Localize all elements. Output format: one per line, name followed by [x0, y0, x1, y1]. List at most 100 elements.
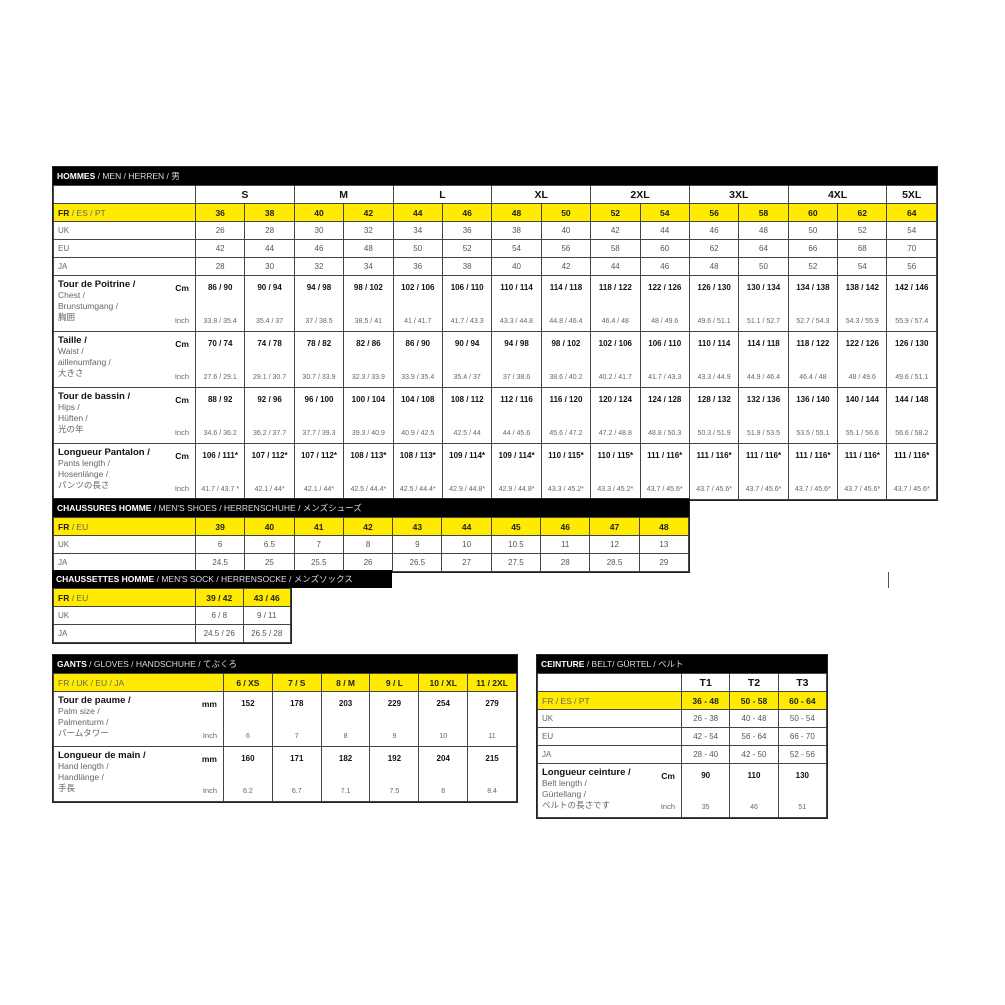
measure-inch-value: 7.1	[340, 788, 351, 795]
measure-primary-value: 90 / 94	[454, 339, 480, 348]
unit-inch: Inch	[202, 786, 217, 795]
fr-row: FR / ES / PT 36 - 48 50 - 58 60 - 64	[537, 691, 828, 710]
unit-inch: Inch	[660, 802, 675, 811]
size-cell: 42	[540, 257, 592, 276]
measure-primary-value: 136 / 140	[796, 395, 830, 404]
measure-translation: Belt length /	[542, 778, 587, 788]
row-label: JA	[53, 257, 196, 276]
measure-inch-value: 35.4 / 37	[453, 374, 481, 381]
size-cell: 52	[837, 221, 888, 240]
measure-cell: 102 / 106 40.2 / 41.7	[590, 331, 641, 388]
size-cell: 40 - 48	[729, 709, 779, 728]
measure-cell: 111 / 116* 43.7 / 45.6*	[787, 443, 839, 500]
size-cell: 40	[540, 221, 592, 240]
size-cell: 9 / 11	[242, 606, 291, 625]
fr-label-rest: / EU	[69, 592, 89, 603]
measure-inch-value: 42.1 / 44*	[303, 486, 334, 493]
measure-cell: 94 / 98 37 / 38.5	[293, 275, 345, 332]
measure-inch-value: 50.3 / 51.9	[697, 430, 731, 437]
unit-primary: Cm	[175, 283, 189, 293]
title-rest: / BELT/ GÜRTEL / ベルト	[584, 659, 684, 669]
blank-cell	[53, 185, 196, 204]
measure-primary-value: 108 / 112	[450, 395, 484, 404]
size-cell: 66	[787, 239, 839, 258]
measure-cell: 104 / 108 40.9 / 42.5	[392, 387, 443, 444]
measure-label: Longueur Pantalon / Pants length / Hosenlä…	[53, 443, 196, 500]
unit-primary: Cm	[175, 451, 189, 461]
size-cell: 44	[639, 221, 690, 240]
measure-cell: 114 / 118 44.8 / 46.4	[540, 275, 592, 332]
fr-size-cell: 60 - 64	[777, 691, 828, 710]
measure-primary-value: 111 / 116*	[844, 451, 880, 460]
measure-cell: 110 / 114 43.3 / 44.8	[491, 275, 542, 332]
measure-translation: パンツの長さ	[58, 480, 110, 490]
size-cell: 6.5	[244, 535, 295, 554]
fr-size-cell: 10 / XL	[418, 673, 469, 692]
fr-size-cell: 47	[589, 517, 640, 536]
measure-primary-value: 171	[290, 754, 304, 763]
measure-cell: 110 / 115* 43.3 / 45.2*	[540, 443, 592, 500]
measure-primary-value: 94 / 98	[504, 339, 529, 348]
fr-size-cell: 43	[392, 517, 443, 536]
measure-cell: 152 6	[223, 691, 273, 747]
measure-inch-value: 34.6 / 36.2	[203, 430, 237, 437]
measure-cell: 107 / 112* 42.1 / 44*	[293, 443, 345, 500]
measure-inch-value: 37.7 / 39.3	[302, 430, 336, 437]
blank-cell	[537, 673, 682, 692]
measure-cell: 122 / 126 48 / 49.6	[639, 275, 690, 332]
measure-primary-value: 114 / 118	[747, 339, 780, 348]
measure-inch-value: 53.5 / 55.1	[796, 430, 830, 437]
measure-translation: 光の年	[58, 424, 84, 434]
measure-primary-value: 126 / 130	[697, 283, 731, 292]
unit-inch: Inch	[174, 484, 189, 493]
size-row-uk: UK 26 - 38 40 - 48 50 - 54	[537, 709, 828, 728]
measure-cell: 192 7.5	[369, 746, 420, 802]
size-cell: 54	[837, 257, 888, 276]
measure-cell: 118 / 122 46.4 / 48	[787, 331, 839, 388]
size-cell: 6	[194, 535, 246, 554]
size-cell: 26.5	[392, 553, 443, 572]
measure-primary-value: 130 / 134	[746, 283, 781, 292]
size-cell: 48	[688, 257, 740, 276]
fr-size-cell: 36 - 48	[680, 691, 731, 710]
row-label: UK	[53, 606, 196, 625]
fr-size-cell: 39	[194, 517, 246, 536]
size-row-uk: UK 26 28 30 32 34 36 38 40 42 44 46 48 50 52 54	[53, 221, 937, 240]
measure-cell: 203 8	[320, 691, 371, 747]
measure-inch-value: 40.2 / 41.7	[598, 374, 632, 381]
measure-inch-value: 48 / 49.6	[848, 374, 876, 381]
measure-cell: 86 / 90 33.8 / 35.4	[194, 275, 246, 332]
fr-size-cell: 9 / L	[369, 673, 420, 692]
measure-primary-value: 111 / 116*	[745, 451, 782, 460]
fr-size-cell: 45	[490, 517, 542, 536]
size-cell: 36	[392, 257, 443, 276]
measure-cell: 122 / 126 48 / 49.6	[837, 331, 888, 388]
measure-primary-value: 109 / 114*	[498, 451, 535, 460]
measure-inch-value: 7.5	[389, 788, 400, 795]
measure-primary-value: 182	[338, 754, 353, 763]
measure-translation: Hips /	[58, 402, 80, 412]
size-cell: 48	[343, 239, 394, 258]
measure-cell: 78 / 82 30.7 / 33.9	[293, 331, 345, 388]
measure-inch-value: 51.9 / 53.5	[746, 430, 781, 437]
size-cell: 11	[540, 535, 591, 554]
measure-inch-value: 49.6 / 51.1	[697, 318, 731, 325]
measure-cell: 106 / 110 41.7 / 43.3	[441, 275, 493, 332]
measure-title: Tour de paume /	[58, 695, 131, 706]
size-header: T1	[680, 673, 731, 692]
measure-inch-value: 30.7 / 33.9	[302, 374, 336, 381]
measure-primary-value: 111 / 116*	[647, 451, 683, 460]
size-header: M	[293, 185, 394, 204]
size-cell: 50 - 54	[777, 709, 828, 728]
size-cell: 32	[293, 257, 345, 276]
fr-size-cell: 7 / S	[271, 673, 322, 692]
size-cell: 26.5 / 28	[242, 624, 291, 643]
measure-inch-value: 43.7 / 45.6*	[696, 486, 732, 493]
measure-translation: Hüften /	[58, 413, 88, 423]
measure-primary-value: 108 / 113*	[350, 451, 387, 460]
measure-inch-value: 8	[343, 733, 348, 740]
size-row-eu: EU 42 44 46 48 50 52 54 56 58 60 62 64 66 68 70	[53, 239, 937, 258]
size-row-ja: JA 24.5 / 26 26.5 / 28	[53, 624, 291, 643]
size-cell: 50	[738, 257, 789, 276]
size-row-ja: JA 28 - 40 42 - 50 52 - 56	[537, 745, 828, 764]
